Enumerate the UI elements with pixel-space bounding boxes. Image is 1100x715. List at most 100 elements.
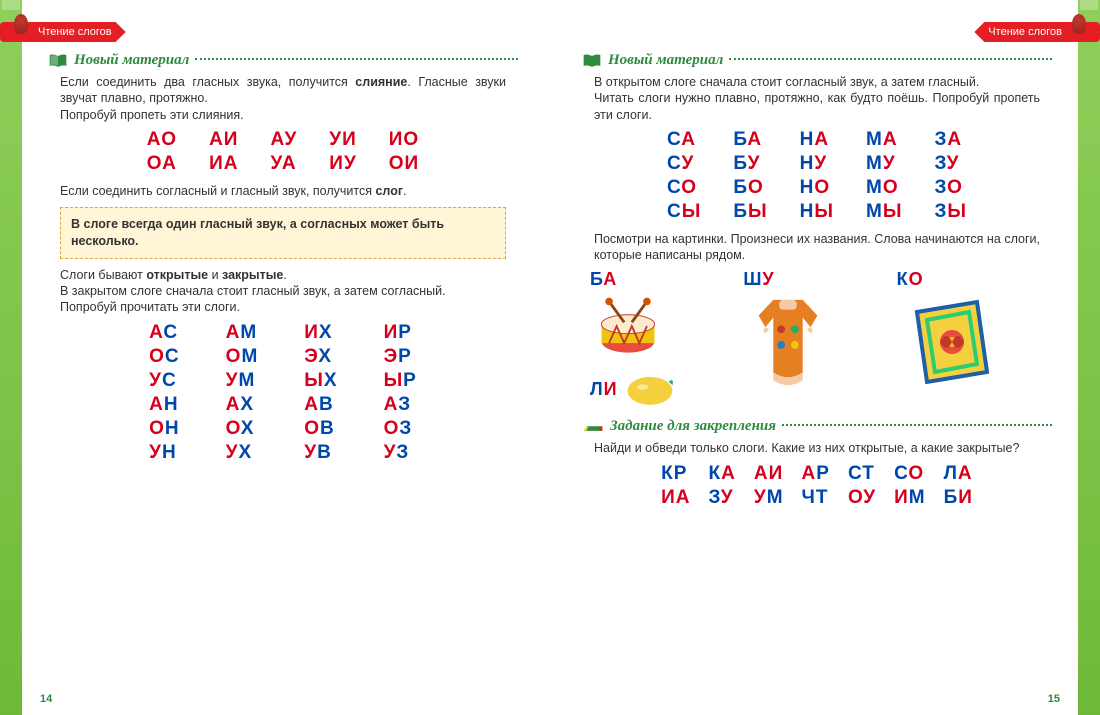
ribbon-knot-icon	[1072, 14, 1086, 34]
section-title: Новый материал	[608, 52, 723, 69]
page-left: Чтение слогов Новый материал Если соедин…	[0, 0, 550, 715]
section-header: Новый материал	[582, 52, 1052, 69]
syllable: УИ	[329, 129, 356, 151]
syllable: УМ	[754, 487, 784, 509]
page-number: 14	[40, 693, 52, 705]
syllable: АС	[149, 322, 180, 344]
syllable: АР	[802, 463, 830, 485]
dots-rule	[782, 424, 1052, 426]
page-number: 15	[1048, 693, 1060, 705]
pic-syll-ba: БА	[590, 269, 617, 290]
open-closed-para: Слоги бывают открытые и закрытые. В закр…	[60, 267, 506, 316]
pic-syll-li: ЛИ	[590, 379, 618, 400]
syllable: ОС	[149, 346, 180, 368]
syllable: ИА	[209, 153, 238, 175]
syllable: МЫ	[866, 201, 902, 223]
exercise-text: Найди и обведи только слоги. Какие из ни…	[594, 440, 1040, 456]
syllable: ЗЫ	[934, 201, 967, 223]
page-right: Чтение слогов Новый материал В открытом …	[550, 0, 1100, 715]
section-title-exercise: Задание для закрепления	[610, 418, 776, 435]
syllable: ЛА	[944, 463, 973, 485]
open-syllable-grid: САБАНАМАЗАСУБУНУМУЗУСОБОНОМОЗОСЫБЫНЫМЫЗЫ	[582, 129, 1052, 223]
pic-syll-shu: ШУ	[743, 269, 774, 290]
intro-para-1: Если соединить два гласных звука, получи…	[60, 74, 506, 123]
syllable: СЫ	[667, 201, 701, 223]
syllable: ОУ	[848, 487, 876, 509]
dots-rule	[729, 58, 1052, 60]
syllable: СТ	[848, 463, 876, 485]
highlight-box: В слоге всегда один гласный звук, а согл…	[60, 207, 506, 259]
picture-row: БА ЛИ ШУ КО	[590, 269, 1044, 410]
syllable: МО	[866, 177, 902, 199]
ribbon-knot-icon	[14, 14, 28, 34]
pic-block-drum: БА ЛИ	[590, 269, 737, 410]
syllable: УМ	[226, 370, 259, 392]
syllable: АМ	[226, 322, 259, 344]
syllable: КР	[661, 463, 690, 485]
syllable: АВ	[304, 394, 337, 416]
drum-icon	[590, 292, 666, 364]
syllable: ЧТ	[802, 487, 830, 509]
syllable: НЫ	[800, 201, 834, 223]
syllable: ЗУ	[709, 487, 736, 509]
syllable: АИ	[209, 129, 238, 151]
syllable: ОА	[147, 153, 177, 175]
syllable: АН	[149, 394, 180, 416]
vowel-pair-grid: АОАИАУУИИООАИАУАИУОИ	[48, 129, 518, 175]
section-header-exercise: Задание для закрепления	[582, 418, 1052, 435]
syllable: ИР	[384, 322, 417, 344]
book-icon	[48, 53, 68, 69]
syllable: АУ	[270, 129, 297, 151]
syllable: АХ	[226, 394, 259, 416]
syllable: ЫР	[384, 370, 417, 392]
syllable: БУ	[733, 153, 767, 175]
syllable: ОХ	[226, 418, 259, 440]
syllable: СО	[667, 177, 701, 199]
syllable: МУ	[866, 153, 902, 175]
syllable: ОН	[149, 418, 180, 440]
syllable: УЗ	[384, 442, 417, 464]
syllable: УА	[270, 153, 297, 175]
pic-syll-ko: КО	[897, 269, 924, 290]
syllable: АИ	[754, 463, 784, 485]
syllable: КА	[709, 463, 736, 485]
syllable: МА	[866, 129, 902, 151]
syllable: ЭР	[384, 346, 417, 368]
syllable: НО	[800, 177, 834, 199]
syllable: ИХ	[304, 322, 337, 344]
syllable: АО	[147, 129, 177, 151]
syllable: БА	[733, 129, 767, 151]
syllable: ОИ	[389, 153, 419, 175]
syllable: ЗО	[934, 177, 967, 199]
syllable: СУ	[667, 153, 701, 175]
syllable: НУ	[800, 153, 834, 175]
exercise-grid: КР КА АИ АР СТ СО ЛА ИА ЗУ УМ ЧТ ОУ ИМ БИ	[582, 463, 1052, 509]
intro-para-right: В открытом слоге сначала стоит согласный…	[594, 74, 1040, 123]
syllable: ОЗ	[384, 418, 417, 440]
pic-block-rug: КО	[897, 269, 1044, 392]
syllable: УВ	[304, 442, 337, 464]
pic-intro: Посмотри на картинки. Произнеси их назва…	[594, 231, 1040, 264]
syllable: УХ	[226, 442, 259, 464]
syllable: ИУ	[329, 153, 356, 175]
syllable: АЗ	[384, 394, 417, 416]
syllable: СА	[667, 129, 701, 151]
section-title: Новый материал	[74, 52, 189, 69]
syllable: БИ	[944, 487, 973, 509]
syllable: ИА	[661, 487, 690, 509]
syllable: ЗА	[934, 129, 967, 151]
rug-icon	[897, 292, 997, 392]
syllable: БО	[733, 177, 767, 199]
syllable: СО	[894, 463, 925, 485]
syllable: ИМ	[894, 487, 925, 509]
coat-icon	[743, 292, 833, 390]
book-icon	[582, 53, 602, 69]
syllable: УН	[149, 442, 180, 464]
lemon-icon	[622, 368, 678, 410]
syllable: ЗУ	[934, 153, 967, 175]
dots-rule	[195, 58, 518, 60]
syllable: УС	[149, 370, 180, 392]
syllable: НА	[800, 129, 834, 151]
book-spread: Чтение слогов Новый материал Если соедин…	[0, 0, 1100, 715]
syllable: ЭХ	[304, 346, 337, 368]
